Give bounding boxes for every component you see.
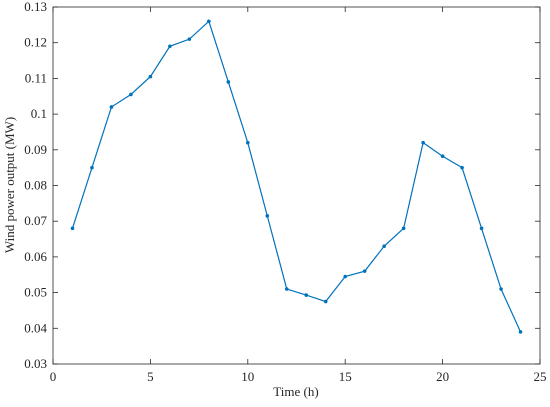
y-tick-label: 0.11 xyxy=(25,70,47,85)
x-tick-label: 5 xyxy=(147,369,154,384)
x-tick-label: 15 xyxy=(339,369,352,384)
y-tick-label: 0.07 xyxy=(24,213,47,228)
data-point xyxy=(518,330,523,334)
y-tick-label: 0.03 xyxy=(24,356,47,371)
y-tick-label: 0.12 xyxy=(24,35,47,50)
data-point xyxy=(70,226,75,231)
y-tick-label: 0.13 xyxy=(24,0,47,14)
y-tick-label: 0.1 xyxy=(31,106,47,121)
y-tick-label: 0.09 xyxy=(24,142,47,157)
x-tick-label: 20 xyxy=(436,369,449,384)
data-point xyxy=(246,140,250,145)
data-point xyxy=(479,226,484,231)
data-point xyxy=(90,165,94,170)
x-tick-label: 10 xyxy=(241,369,254,384)
data-point xyxy=(401,226,406,231)
y-tick-label: 0.04 xyxy=(24,320,47,335)
data-point xyxy=(207,19,211,24)
data-point xyxy=(109,105,114,109)
data-point xyxy=(382,244,386,248)
x-tick-label: 25 xyxy=(534,369,547,384)
data-line xyxy=(71,20,522,333)
data-point xyxy=(168,44,172,49)
data-point xyxy=(304,293,309,297)
data-point xyxy=(265,214,270,218)
data-point xyxy=(343,274,348,279)
data-point xyxy=(440,154,445,159)
y-tick-label: 0.05 xyxy=(24,285,47,300)
x-tick-label: 0 xyxy=(50,369,57,384)
y-axis-label: Wind power output (MW) xyxy=(2,117,17,253)
data-point xyxy=(499,287,503,291)
data-point xyxy=(460,165,464,170)
data-point xyxy=(362,269,367,273)
data-point xyxy=(226,80,231,84)
y-tick-label: 0.08 xyxy=(24,178,47,193)
data-point xyxy=(284,287,289,291)
y-tick-label: 0.06 xyxy=(24,249,47,264)
data-point xyxy=(421,140,425,145)
data-point xyxy=(187,37,192,41)
x-axis-label: Time (h) xyxy=(273,384,318,399)
plot-frame xyxy=(52,6,541,365)
data-point xyxy=(148,74,153,79)
data-point xyxy=(323,299,328,304)
data-point xyxy=(129,92,133,97)
